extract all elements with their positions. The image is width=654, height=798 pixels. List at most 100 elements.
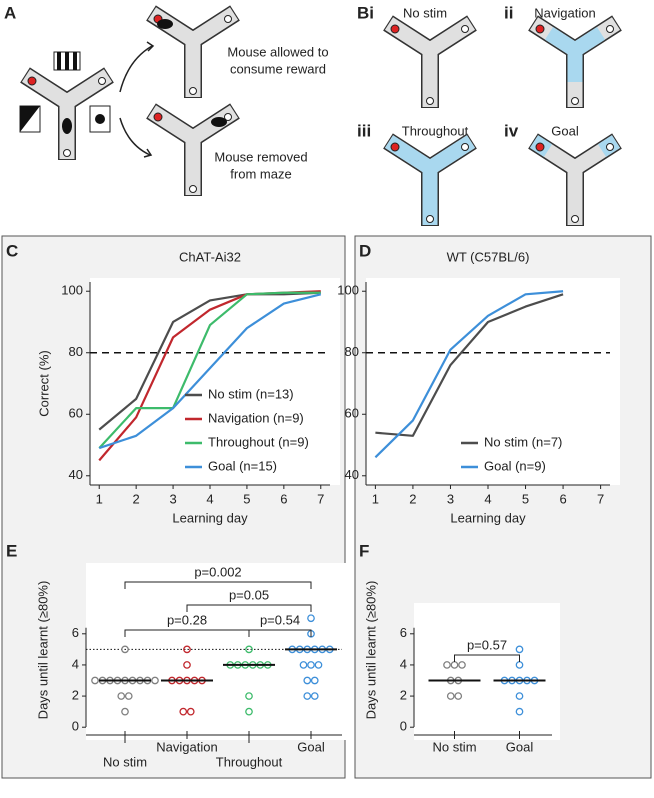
x-tick-label: 2	[133, 491, 140, 506]
data-point	[454, 692, 463, 700]
data-point	[443, 661, 451, 669]
data-point	[303, 692, 312, 700]
data-point	[446, 692, 455, 700]
data-point	[307, 614, 315, 623]
x-tick-label: 4	[484, 491, 491, 506]
condition-label: Navigation	[534, 5, 595, 20]
x-axis-label: Learning day	[450, 510, 526, 525]
series-line	[375, 293, 564, 437]
data-point	[186, 707, 195, 716]
y-tick-label: 4	[72, 656, 79, 671]
legend-label: Throughout (n=9)	[208, 434, 309, 449]
panel-label: A	[4, 3, 16, 22]
series-line	[98, 291, 321, 431]
arrow	[143, 148, 153, 158]
y-tick-label: 2	[400, 688, 407, 703]
y-tick-label: 100	[61, 283, 83, 298]
series-line	[374, 290, 564, 459]
y-tick-label: 6	[72, 625, 79, 640]
maze	[533, 141, 617, 226]
maze	[533, 23, 617, 108]
x-tick-label: Throughout	[216, 754, 283, 769]
condition-label: Goal	[551, 123, 579, 138]
x-axis-label: Learning day	[172, 510, 248, 525]
maze	[25, 75, 109, 160]
outcome-text: Mouse removed	[214, 149, 307, 164]
legend-label: Navigation (n=9)	[208, 410, 304, 425]
panel-label: Bi	[357, 3, 374, 22]
y-tick-label: 40	[345, 467, 359, 482]
y-tick-label: 40	[69, 467, 83, 482]
plot-area	[86, 563, 350, 740]
legend-label: Goal (n=9)	[484, 458, 546, 473]
p-value: p=0.002	[194, 564, 241, 579]
condition-label: Throughout	[402, 123, 469, 138]
comparison-bracket	[248, 629, 312, 637]
x-tick-label: 6	[559, 491, 566, 506]
data-point	[179, 707, 188, 716]
legend-label: Goal (n=15)	[208, 458, 277, 473]
data-point	[91, 676, 99, 685]
data-point	[245, 707, 253, 716]
chart-title: ChAT-Ai32	[179, 249, 241, 264]
x-tick-label: 7	[317, 491, 324, 506]
outcome-text: from maze	[230, 166, 291, 181]
series-line	[98, 293, 322, 450]
x-tick-label: 5	[522, 491, 529, 506]
x-tick-label: 1	[372, 491, 379, 506]
data-point	[310, 676, 319, 685]
p-value: p=0.05	[229, 587, 269, 602]
p-value: p=0.57	[467, 637, 507, 652]
outcome-text: Mouse allowed to	[227, 44, 328, 59]
y-tick-label: 2	[72, 688, 79, 703]
series-line	[98, 291, 321, 449]
y-tick-label: 0	[72, 719, 79, 734]
p-value: p=0.28	[167, 612, 207, 627]
data-point	[183, 645, 191, 654]
x-tick-label: 4	[206, 491, 213, 506]
data-point	[314, 661, 323, 669]
y-axis-label: Days until learnt (≥80%)	[363, 581, 378, 720]
x-tick-label: 1	[96, 491, 103, 506]
data-point	[515, 692, 524, 700]
data-point	[245, 692, 253, 700]
panel-label: D	[359, 241, 371, 260]
x-tick-label: 7	[597, 491, 604, 506]
x-tick-label: No stim	[103, 754, 147, 769]
x-tick-label: 3	[169, 491, 176, 506]
y-tick-label: 80	[69, 344, 83, 359]
panel-label: C	[6, 241, 18, 260]
data-point	[303, 676, 312, 685]
y-tick-label: 80	[345, 344, 359, 359]
arrow	[119, 117, 151, 156]
panel-label: ii	[504, 3, 513, 22]
data-point	[515, 707, 524, 716]
panel-label: iv	[504, 121, 519, 140]
comparison-bracket	[454, 654, 520, 662]
data-point	[151, 676, 159, 685]
x-tick-label: 2	[409, 491, 416, 506]
plot-area	[414, 603, 560, 740]
y-tick-label: 6	[400, 625, 407, 640]
x-tick-label: 3	[447, 491, 454, 506]
plot-area	[90, 278, 340, 485]
x-tick-label: Goal	[297, 739, 325, 754]
y-tick-label: 60	[69, 406, 83, 421]
maze	[151, 13, 235, 98]
panel-label: iii	[357, 121, 371, 140]
data-point	[307, 661, 315, 669]
panel-label: F	[359, 541, 369, 560]
maze	[388, 23, 472, 108]
data-point	[310, 692, 319, 700]
maze	[151, 111, 235, 196]
panel-label: E	[6, 541, 17, 560]
legend-label: No stim (n=13)	[208, 386, 294, 401]
y-tick-label: 100	[337, 283, 359, 298]
data-point	[458, 661, 466, 669]
data-point	[121, 707, 129, 716]
x-tick-label: No stim	[432, 739, 476, 754]
cue-cards	[19, 51, 111, 133]
plot-area	[366, 278, 620, 485]
data-point	[183, 661, 191, 669]
